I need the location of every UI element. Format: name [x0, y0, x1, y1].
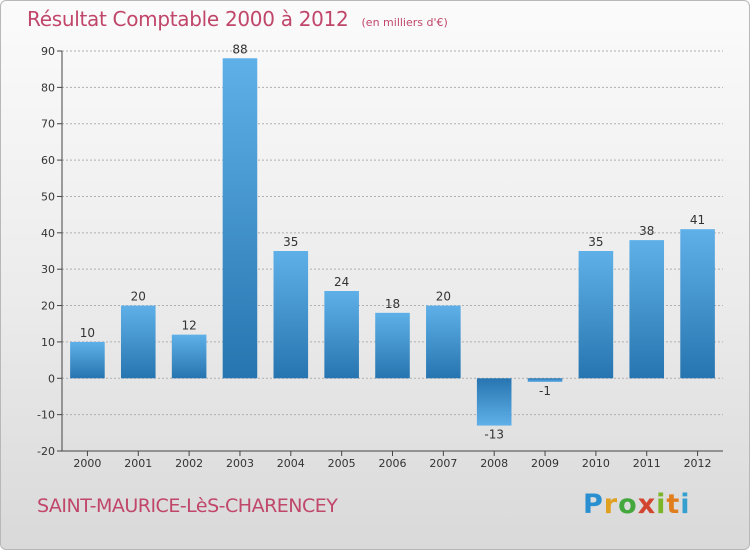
y-tick-label: -20 [37, 445, 55, 458]
x-tick-label: 2010 [582, 457, 610, 470]
bar-2000 [70, 341, 105, 379]
x-tick-label: 2006 [379, 457, 407, 470]
data-label-2009: -1 [539, 384, 551, 398]
chart-title-text: Résultat Comptable 2000 à 2012 [27, 7, 349, 31]
logo-letter: P [583, 489, 604, 520]
bar-2012 [680, 229, 715, 379]
chart-title: Résultat Comptable 2000 à 2012 (en milli… [27, 7, 448, 31]
bar-2005 [324, 291, 359, 379]
chart-unit-text: (en milliers d'€) [361, 16, 448, 29]
commune-name: SAINT-MAURICE-LèS-CHARENCEY [37, 495, 338, 517]
logo-letter: x [637, 489, 657, 520]
data-label-layer: 10 20 12 88 35 24 18 20 -13 -1 35 38 41 [80, 42, 705, 441]
data-label-2012: 41 [690, 213, 705, 227]
y-tick-label: 50 [41, 190, 55, 203]
y-tick-label: 80 [41, 81, 55, 94]
data-label-2010: 35 [588, 235, 603, 249]
x-tick-label: 2012 [684, 457, 712, 470]
x-tick-label: 2003 [226, 457, 254, 470]
bar-2003 [222, 58, 258, 379]
logo-letter: r [603, 489, 619, 520]
logo-letter: t [666, 489, 681, 520]
x-tick-label: 2001 [124, 457, 152, 470]
y-tick-label: -10 [37, 409, 55, 422]
bar-2010 [578, 251, 614, 379]
x-tick-label: 2004 [277, 457, 305, 470]
x-tick-label: 2000 [73, 457, 101, 470]
data-label-2011: 38 [639, 224, 654, 238]
data-label-2007: 20 [436, 290, 451, 304]
axis-layer: -20 -10 0 10 20 30 40 50 60 70 80 90 2000 2001 2002 200… [37, 45, 723, 470]
y-tick-label: 30 [41, 263, 55, 276]
bar-2004 [273, 251, 309, 379]
bar-2001 [120, 305, 156, 379]
y-tick-label: 10 [41, 336, 55, 349]
x-tick-label: 2005 [328, 457, 356, 470]
bar-layer [70, 58, 715, 426]
bar-2007 [426, 305, 461, 379]
data-label-2003: 88 [232, 42, 247, 56]
proxiti-logo: Proxiti [583, 489, 691, 520]
data-label-2008: -13 [484, 428, 504, 442]
y-tick-label: 70 [41, 118, 55, 131]
x-tick-label: 2011 [633, 457, 661, 470]
data-label-2001: 20 [131, 290, 146, 304]
logo-letter: o [618, 489, 638, 520]
data-label-2002: 12 [181, 319, 196, 333]
bar-2009 [527, 378, 563, 382]
bar-2011 [629, 240, 665, 379]
bar-2008 [476, 378, 512, 426]
grid-layer [62, 50, 723, 452]
y-tick-label: 20 [41, 300, 55, 313]
bar-2002 [171, 334, 207, 379]
x-tick-label: 2009 [531, 457, 559, 470]
bar-2006 [375, 312, 410, 379]
data-label-2006: 18 [385, 297, 400, 311]
x-tick-label: 2007 [429, 457, 457, 470]
data-label-2004: 35 [283, 235, 298, 249]
data-label-2000: 10 [80, 326, 95, 340]
y-tick-label: 90 [41, 45, 55, 58]
x-tick-label: 2008 [480, 457, 508, 470]
logo-letter: i [656, 489, 667, 520]
y-tick-label: 0 [48, 372, 55, 385]
y-tick-label: 40 [41, 227, 55, 240]
logo-letter: i [680, 489, 691, 520]
y-tick-label: 60 [41, 154, 55, 167]
data-label-2005: 24 [334, 275, 349, 289]
x-tick-label: 2002 [175, 457, 203, 470]
